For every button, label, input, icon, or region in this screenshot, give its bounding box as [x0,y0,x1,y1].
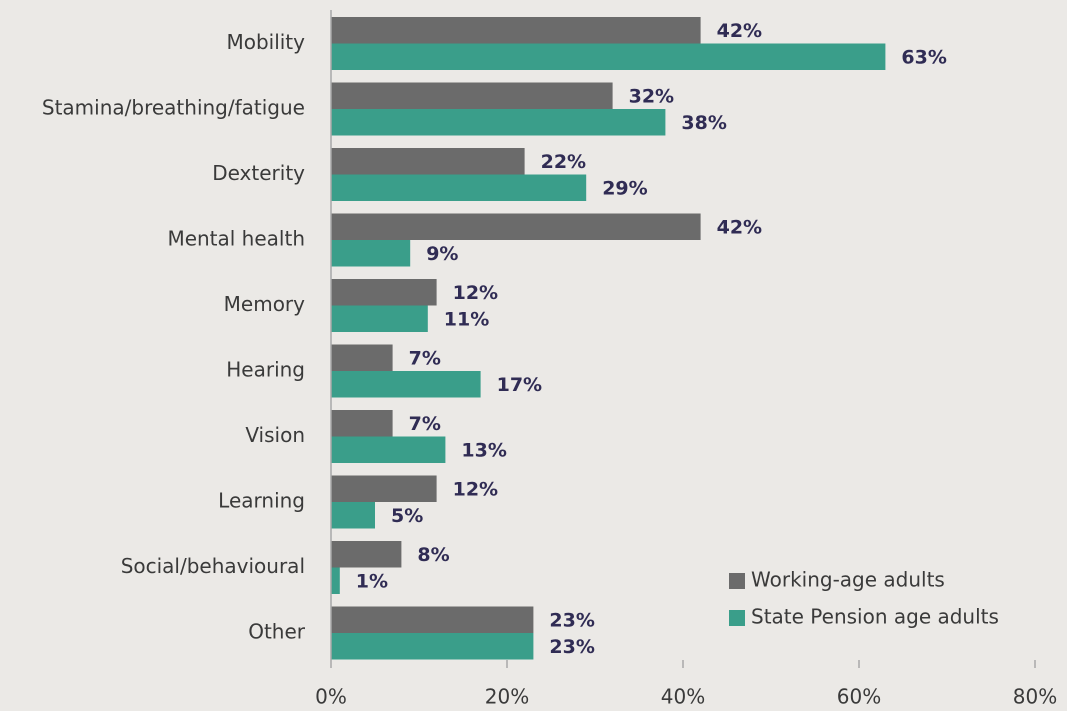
bar [331,305,428,332]
bar [331,279,437,306]
value-label: 13% [461,439,506,461]
value-label: 12% [453,478,498,500]
bar [331,606,534,633]
value-label: 42% [717,216,762,238]
value-label: 8% [417,544,449,566]
x-tick-label: 40% [661,685,705,709]
bar [331,148,525,175]
bar [331,17,701,44]
bar [331,541,402,568]
value-label: 7% [409,347,441,369]
bar [331,109,666,136]
legend-label: State Pension age adults [751,605,999,629]
legend-label: Working-age adults [751,568,945,592]
value-label: 42% [717,20,762,42]
x-tick-label: 60% [837,685,881,709]
value-label: 5% [391,505,423,527]
bar [331,633,534,660]
bar [331,43,886,70]
category-label: Learning [218,489,305,513]
value-label: 1% [356,570,388,592]
bar [331,174,587,201]
category-label: Stamina/breathing/fatigue [42,96,305,120]
bar [331,344,393,371]
category-label: Mobility [226,30,305,54]
bar [331,410,393,437]
legend-swatch [729,610,745,626]
bar [331,213,701,240]
category-label: Other [248,620,306,644]
value-label: 7% [409,413,441,435]
category-label: Dexterity [212,161,305,185]
bar [331,502,375,529]
value-label: 17% [497,374,542,396]
value-label: 11% [444,308,489,330]
category-label: Social/behavioural [121,554,305,578]
value-label: 22% [541,151,586,173]
value-label: 9% [426,243,458,265]
value-label: 23% [549,609,594,631]
x-tick-label: 20% [485,685,529,709]
x-tick-label: 80% [1013,685,1057,709]
value-label: 63% [901,46,946,68]
category-label: Mental health [167,227,305,251]
value-label: 32% [629,85,674,107]
value-label: 12% [453,282,498,304]
legend-swatch [729,573,745,589]
category-label: Memory [224,292,306,316]
bar [331,567,340,594]
value-label: 29% [602,177,647,199]
x-tick-label: 0% [315,685,347,709]
bar [331,371,481,398]
bar [331,82,613,109]
category-label: Hearing [226,358,305,382]
value-label: 23% [549,636,594,658]
category-label: Vision [245,423,305,447]
bar [331,240,411,267]
bar [331,475,437,502]
bar [331,436,446,463]
value-label: 38% [681,112,726,134]
